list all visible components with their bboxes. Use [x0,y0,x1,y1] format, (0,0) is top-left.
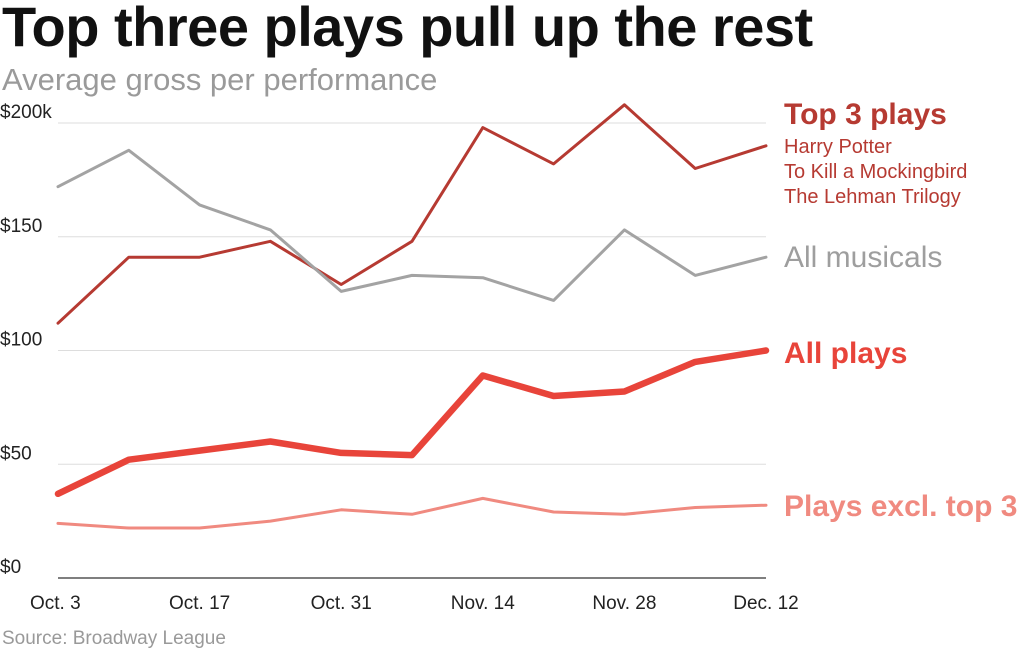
y-axis-ticks: $0 $50 $100 $150 $200k [0,102,52,578]
series-lines [54,103,770,530]
x-tick-label: Nov. 28 [592,593,656,614]
series-label-musicals: All musicals [784,241,942,274]
series-member-label: The Lehman Trilogy [784,186,961,208]
y-tick-label: $0 [0,557,21,578]
series-line-top-3-plays [56,103,768,325]
x-tick-label: Oct. 31 [311,593,372,614]
series-member-label: Harry Potter [784,136,892,158]
series-label-plays-excl: Plays excl. top 3 [784,490,1017,523]
series-label-top3: Top 3 plays [784,98,947,131]
series-member-label: To Kill a Mockingbird [784,161,967,183]
y-tick-label: $150 [0,216,42,237]
series-label-all-plays: All plays [784,337,907,370]
y-tick-label: $50 [0,443,32,464]
chart-subtitle: Average gross per performance [2,62,438,97]
x-tick-label: Oct. 3 [30,593,81,614]
x-axis-ticks: Oct. 3 Oct. 17 Oct. 31 Nov. 14 Nov. 28 Dec. 1… [30,593,799,614]
y-tick-label: $200k [0,102,52,123]
series-line-all-plays [54,347,770,498]
x-tick-label: Oct. 17 [169,593,230,614]
gridlines [58,122,766,579]
source-note: Source: Broadway League [2,628,226,649]
x-tick-label: Dec. 12 [733,593,798,614]
x-tick-label: Nov. 14 [451,593,516,614]
series-line-plays-excl-top-3 [56,496,768,530]
y-tick-label: $100 [0,330,42,351]
chart-title: Top three plays pull up the rest [2,0,813,58]
series-line-all-musicals [56,148,768,302]
